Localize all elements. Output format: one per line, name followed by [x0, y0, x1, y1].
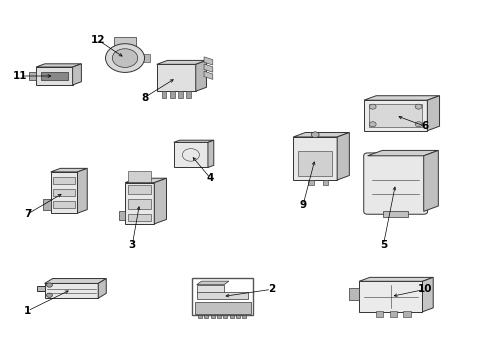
- Polygon shape: [207, 140, 213, 167]
- Circle shape: [311, 132, 319, 138]
- Text: 12: 12: [91, 35, 105, 45]
- Bar: [322, 180, 328, 185]
- Polygon shape: [77, 168, 87, 213]
- Polygon shape: [336, 132, 348, 180]
- Bar: [223, 315, 227, 318]
- Text: 7: 7: [24, 209, 31, 219]
- Bar: [210, 315, 214, 318]
- Polygon shape: [44, 279, 106, 283]
- Polygon shape: [173, 140, 213, 142]
- Bar: [236, 315, 240, 318]
- Polygon shape: [43, 199, 51, 210]
- Polygon shape: [368, 104, 422, 127]
- Polygon shape: [358, 277, 432, 281]
- Polygon shape: [154, 178, 166, 224]
- Polygon shape: [427, 96, 439, 131]
- Polygon shape: [51, 168, 87, 172]
- Polygon shape: [203, 57, 212, 65]
- Text: 8: 8: [141, 93, 148, 103]
- Polygon shape: [37, 287, 44, 291]
- Polygon shape: [157, 64, 195, 91]
- Bar: [128, 199, 151, 209]
- Polygon shape: [423, 150, 437, 211]
- Bar: [53, 189, 75, 196]
- Bar: [128, 214, 151, 221]
- Text: 1: 1: [24, 306, 31, 316]
- Polygon shape: [119, 211, 125, 220]
- Text: 3: 3: [128, 239, 136, 249]
- Bar: [128, 185, 151, 194]
- Polygon shape: [194, 302, 250, 314]
- Circle shape: [414, 104, 421, 109]
- Circle shape: [112, 49, 138, 67]
- Polygon shape: [383, 211, 407, 217]
- Polygon shape: [125, 178, 166, 183]
- Text: 4: 4: [206, 173, 214, 183]
- Bar: [403, 311, 410, 317]
- Polygon shape: [173, 142, 207, 167]
- Polygon shape: [363, 100, 427, 131]
- Polygon shape: [367, 150, 437, 156]
- Polygon shape: [197, 292, 247, 299]
- Circle shape: [46, 293, 52, 297]
- Polygon shape: [51, 172, 77, 213]
- Text: 5: 5: [379, 239, 386, 249]
- Bar: [198, 315, 202, 318]
- Circle shape: [105, 44, 144, 72]
- Circle shape: [368, 104, 375, 109]
- Bar: [186, 90, 191, 98]
- Polygon shape: [196, 281, 228, 285]
- Bar: [53, 177, 75, 184]
- Polygon shape: [422, 277, 432, 312]
- Bar: [229, 315, 233, 318]
- Bar: [169, 90, 174, 98]
- Bar: [161, 90, 166, 98]
- Polygon shape: [44, 283, 98, 298]
- Circle shape: [46, 283, 52, 287]
- Text: 11: 11: [13, 71, 27, 81]
- Polygon shape: [114, 37, 136, 46]
- Polygon shape: [363, 96, 439, 100]
- Polygon shape: [73, 64, 81, 85]
- Bar: [178, 90, 183, 98]
- Bar: [389, 311, 396, 317]
- Bar: [53, 201, 75, 208]
- Polygon shape: [203, 64, 212, 72]
- Bar: [41, 72, 68, 80]
- Bar: [192, 278, 252, 315]
- Text: 6: 6: [421, 121, 427, 131]
- Bar: [307, 180, 313, 185]
- Polygon shape: [157, 60, 206, 64]
- Bar: [128, 171, 151, 182]
- Polygon shape: [293, 132, 348, 137]
- Polygon shape: [348, 288, 358, 300]
- Polygon shape: [293, 137, 336, 180]
- Bar: [217, 315, 221, 318]
- Polygon shape: [125, 183, 154, 224]
- Polygon shape: [142, 54, 150, 62]
- Text: 10: 10: [417, 284, 431, 294]
- Polygon shape: [36, 67, 73, 85]
- Polygon shape: [358, 281, 422, 312]
- Polygon shape: [298, 151, 331, 176]
- Text: 9: 9: [299, 200, 306, 210]
- Polygon shape: [98, 279, 106, 298]
- Polygon shape: [29, 72, 36, 80]
- Bar: [242, 315, 245, 318]
- Bar: [375, 311, 383, 317]
- Circle shape: [414, 122, 421, 127]
- FancyBboxPatch shape: [363, 153, 427, 214]
- Polygon shape: [203, 71, 212, 80]
- Polygon shape: [36, 64, 81, 67]
- Circle shape: [368, 122, 375, 127]
- Bar: [204, 315, 208, 318]
- Polygon shape: [196, 285, 224, 293]
- Polygon shape: [195, 60, 206, 91]
- Text: 2: 2: [267, 284, 274, 294]
